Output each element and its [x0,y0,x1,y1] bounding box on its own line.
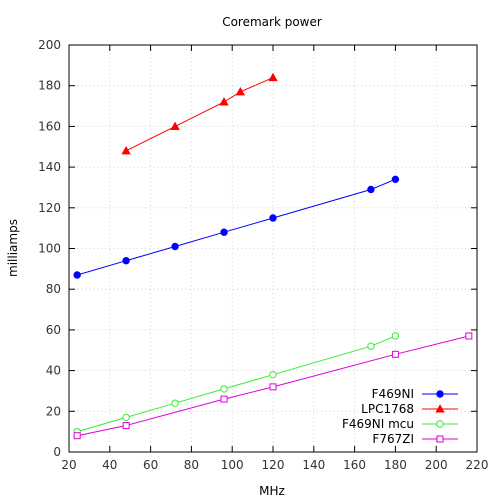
legend-label-lpc1768: LPC1768 [361,402,414,416]
data-point-f767zi [269,383,277,391]
legend-marker-lpc1768 [435,404,445,413]
y-axis-label: milliamps [6,219,20,277]
data-point-f469ni [171,242,179,251]
x-tick-label: 160 [343,458,366,472]
data-point-f469ni-mcu [171,399,179,407]
data-point-f469ni [391,175,400,184]
x-tick-label: 220 [466,458,489,472]
x-tick-label: 20 [61,458,76,472]
data-point-f469ni [367,185,375,194]
axis-ticks: 20 40 60 80 100 120 140 160 180 200 22002040608010… [38,38,488,472]
legend-label-f469ni-mcu: F469NI mcu [342,417,414,431]
x-tick-label: 120 [262,458,285,472]
legend-label-f767zi: F767ZI [372,432,414,446]
data-point-f767zi [122,422,130,430]
grid-lines [69,45,477,452]
legend-label-f469ni: F469NI [372,387,414,401]
data-point-f767zi [220,395,228,403]
data-point-f469ni [122,257,130,265]
y-tick-label: 200 [38,38,61,52]
x-tick-label: 40 [102,458,117,472]
series-f767zi [73,332,473,440]
y-tick-label: 40 [46,364,61,378]
y-tick-label: 180 [38,79,61,93]
y-tick-label: 20 [46,404,61,418]
y-tick-label: 80 [46,282,61,296]
data-point-lpc1768 [235,86,246,96]
x-tick-label: 200 [425,458,448,472]
data-point-f469ni [220,228,228,236]
data-point-f767zi [391,350,399,358]
data-point-f767zi [73,432,81,440]
y-tick-label: 140 [38,160,61,174]
data-point-lpc1768 [268,72,278,82]
data-point-lpc1768 [170,121,180,130]
data-point-f469ni [269,214,277,222]
data-point-lpc1768 [219,97,229,106]
x-axis-label: MHz [259,484,285,498]
series-line-f767zi [77,335,469,437]
data-point-f469ni-mcu [367,342,375,350]
data-point-f469ni-mcu [122,413,130,422]
x-tick-label: 140 [302,458,325,472]
x-tick-label: 100 [221,458,244,472]
data-point-f469ni-mcu [391,332,400,340]
legend-marker-f469ni-mcu [436,420,444,428]
data-point-f469ni-mcu [220,385,228,393]
y-tick-label: 120 [38,201,61,215]
data-point-f469ni [73,271,81,279]
y-tick-label: 100 [38,242,61,256]
series-f469ni-mcu [73,332,400,436]
x-tick-label: 60 [143,458,158,472]
chart-title: Coremark power [222,15,322,29]
data-point-f767zi [465,332,473,340]
x-tick-label: 80 [184,458,199,472]
x-tick-label: 180 [384,458,407,472]
data-point-lpc1768 [121,145,131,155]
series-layer [73,72,473,440]
y-tick-label: 160 [38,119,61,133]
y-tick-label: 60 [46,323,61,337]
legend-marker-f767zi [436,435,444,443]
y-tick-label: 0 [53,445,61,459]
series-lpc1768 [121,72,278,155]
data-point-f469ni-mcu [269,370,277,379]
legend-marker-f469ni [436,390,444,398]
series-f469ni [73,175,400,279]
